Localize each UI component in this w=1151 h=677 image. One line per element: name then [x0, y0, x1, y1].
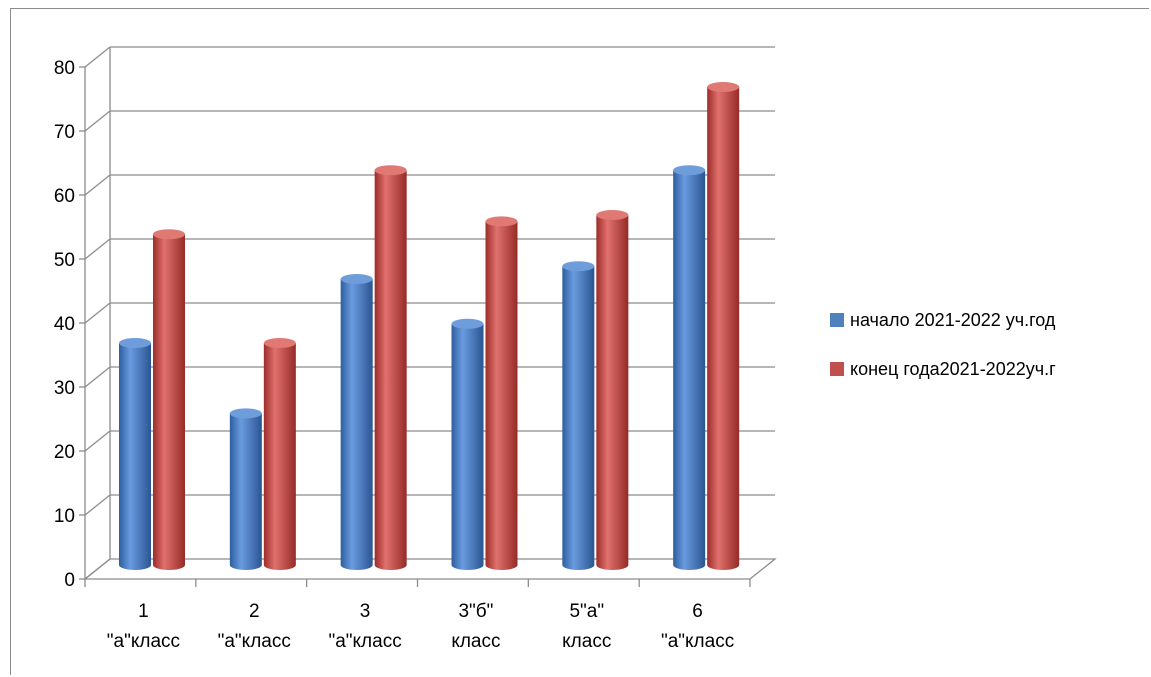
bar-top-series-1-cat-2 [229, 408, 262, 419]
bar-series-1-cat-3 [340, 274, 373, 570]
bar-body-series-2-cat-6 [707, 87, 740, 570]
bar-top-series-2-cat-6 [707, 82, 740, 92]
bar-body-series-1-cat-5 [562, 266, 595, 570]
bar-top-series-1-cat-1 [119, 338, 151, 348]
y-tick-label-6: 60 [54, 186, 75, 207]
x-tick-label-5-1: "а"класс [661, 631, 734, 652]
bar-top-series-2-cat-3 [374, 165, 407, 176]
bar-top-series-1-cat-3 [340, 274, 373, 284]
bar-body-series-2-cat-1 [153, 234, 185, 570]
chart-frame [10, 8, 1149, 675]
x-tick-label-3-0: 3"б" [458, 601, 493, 622]
y-tick-label-0: 0 [64, 570, 75, 591]
x-tick-label-3-1: класс [451, 631, 500, 652]
bar-body-series-2-cat-5 [596, 215, 629, 570]
bar-series-1-cat-4 [451, 318, 484, 570]
wall-connector-5 [84, 238, 111, 260]
label-layer: 0 10 20 30 40 50 60 70 80 1 "а"класс 2 "а"класс 3 "а"к… [54, 58, 734, 652]
x-tick-label-4-1: класс [562, 631, 611, 652]
x-tick-label-1-1: "а"класс [218, 631, 291, 652]
legend-item-series-1: начало 2021-2022 уч.год [830, 308, 1056, 332]
legend-label-series-2: конец года2021-2022уч.г [850, 358, 1056, 379]
wall-connector-3 [84, 366, 111, 388]
y-tick-label-8: 80 [54, 58, 75, 79]
bar-body-series-1-cat-6 [673, 170, 706, 570]
bar-body-series-1-cat-4 [451, 323, 484, 570]
axis-layer [79, 47, 777, 587]
bar-series-1-cat-5 [562, 261, 595, 570]
wall-connector-1 [84, 494, 111, 516]
legend: начало 2021-2022 уч.год конец года2021-2… [830, 308, 1056, 406]
bar-body-series-2-cat-4 [485, 221, 518, 570]
bar-layer [119, 82, 740, 570]
bar-body-series-2-cat-2 [263, 343, 296, 570]
bar-series-1-cat-6 [673, 165, 706, 570]
grid-layer [84, 46, 775, 580]
wall-connector-7 [84, 110, 111, 132]
y-tick-label-1: 10 [54, 506, 75, 527]
legend-swatch-series-2 [830, 362, 844, 376]
bar-series-2-cat-5 [596, 210, 629, 570]
bar-top-series-2-cat-5 [596, 210, 629, 220]
bar-top-series-1-cat-6 [673, 165, 706, 176]
bar-body-series-2-cat-3 [374, 170, 407, 570]
x-tick-label-2-0: 3 [360, 601, 371, 622]
legend-item-series-2: конец года2021-2022уч.г [830, 357, 1056, 381]
bar-body-series-1-cat-2 [229, 413, 262, 570]
y-tick-label-4: 40 [54, 314, 75, 335]
y-tick-label-7: 70 [54, 122, 75, 143]
bar-series-1-cat-1 [119, 338, 151, 570]
bar-top-series-1-cat-4 [451, 318, 484, 329]
bar-series-1-cat-2 [229, 408, 262, 570]
legend-label-series-1: начало 2021-2022 уч.год [850, 309, 1056, 330]
wall-connector-2 [84, 430, 111, 452]
wall-connector-8 [84, 46, 111, 68]
bar-series-2-cat-1 [153, 229, 185, 570]
x-tick-label-2-1: "а"класс [328, 631, 401, 652]
bar-top-series-2-cat-4 [485, 216, 518, 227]
bar-series-2-cat-4 [485, 216, 518, 570]
x-tick-label-4-0: 5"а" [569, 601, 604, 622]
bar-top-series-2-cat-1 [153, 229, 185, 240]
wall-connector-6 [84, 174, 111, 196]
bar-body-series-1-cat-1 [119, 343, 151, 570]
legend-swatch-series-1 [830, 313, 844, 327]
x-tick-label-0-0: 1 [138, 601, 149, 622]
bar-body-series-1-cat-3 [340, 279, 373, 570]
bar-series-2-cat-2 [263, 338, 296, 570]
y-tick-label-2: 20 [54, 442, 75, 463]
x-tick-label-5-0: 6 [692, 601, 703, 622]
floor-plane [83, 558, 777, 580]
x-tick-label-1-0: 2 [249, 601, 260, 622]
wall-connector-4 [84, 302, 111, 324]
bar-top-series-2-cat-2 [263, 338, 296, 348]
bar-series-2-cat-6 [707, 82, 740, 570]
bar-top-series-1-cat-5 [562, 261, 595, 272]
y-tick-label-3: 30 [54, 378, 75, 399]
x-tick-label-0-1: "а"класс [107, 631, 180, 652]
y-tick-label-5: 50 [54, 250, 75, 271]
bar-series-2-cat-3 [374, 165, 407, 570]
